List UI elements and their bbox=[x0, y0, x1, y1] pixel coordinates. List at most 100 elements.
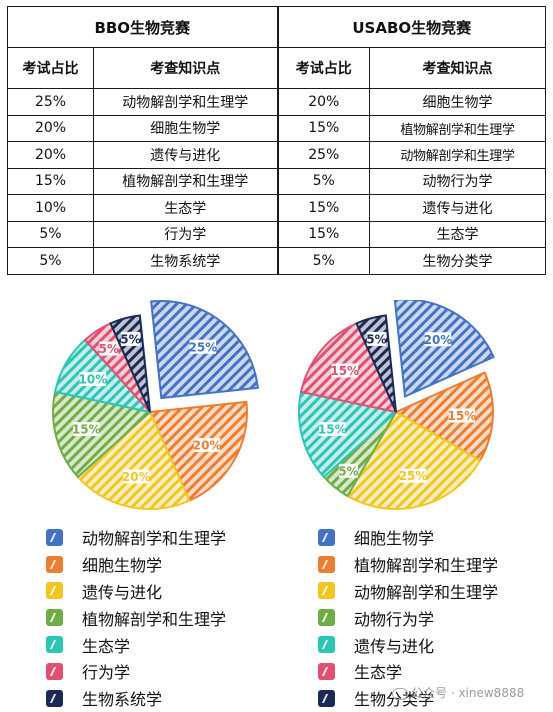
legend-swatch-icon bbox=[46, 609, 63, 627]
bbo-topic-cell: 生态学 bbox=[93, 194, 278, 222]
usabo-topic-cell: 遗传与进化 bbox=[369, 194, 546, 222]
legend-label: 生物分类学 bbox=[354, 690, 435, 710]
legend-item: 遗传与进化 bbox=[46, 578, 226, 605]
table-row: 25% 动物解剖学和生理学 20% 细胞生物学 bbox=[7, 88, 546, 116]
usabo-topic-cell: 植物解剖学和生理学 bbox=[369, 114, 546, 142]
legend-item: 遗传与进化 bbox=[318, 631, 498, 658]
legend-label: 植物解剖学和生理学 bbox=[354, 556, 499, 576]
usabo-topic-header: 考查知识点 bbox=[369, 47, 546, 89]
pie-label-bg bbox=[338, 463, 358, 478]
table-row: 15% 植物解剖学和生理学 5% 动物行为学 bbox=[7, 167, 546, 195]
bbo-pct-cell: 20% bbox=[7, 114, 94, 142]
watermark: 公众号 · xinew8888 bbox=[392, 684, 524, 701]
pie-label-bg bbox=[123, 469, 150, 484]
legend-swatch-icon bbox=[46, 636, 63, 654]
legend-item: 细胞生物学 bbox=[318, 524, 498, 551]
legend-swatch-icon bbox=[318, 528, 335, 546]
pie-data-label: 20% bbox=[122, 470, 151, 484]
pie-label-bg bbox=[319, 422, 346, 437]
pie-slice-sp1ipgen4vmlli1y bbox=[393, 300, 495, 398]
pie-data-label: 15% bbox=[330, 364, 359, 378]
legend-swatch-icon bbox=[318, 689, 335, 707]
legend-swatch-icon bbox=[46, 582, 63, 600]
legend-label: 行为学 bbox=[82, 663, 131, 683]
bbo-pct-cell: 5% bbox=[7, 247, 94, 275]
pie-data-label: 5% bbox=[366, 332, 386, 346]
table-row: 20% 细胞生物学 15% 植物解剖学和生理学 bbox=[7, 114, 546, 142]
bbo-pct-cell: 20% bbox=[7, 141, 94, 169]
legend-label: 遗传与进化 bbox=[82, 582, 163, 602]
pie-data-label: 20% bbox=[193, 438, 222, 452]
legend-label: 动物解剖学和生理学 bbox=[354, 582, 499, 602]
usabo-topic-cell: 动物解剖学和生理学 bbox=[369, 141, 546, 169]
legend-swatch-icon bbox=[318, 636, 335, 654]
table-row: 5% 生物系统学 5% 生物分类学 bbox=[7, 247, 546, 275]
wechat-logo-icon bbox=[392, 687, 408, 700]
legend-item: 生物系统学 bbox=[46, 685, 226, 712]
legend-item: 植物解剖学和生理学 bbox=[46, 604, 226, 631]
legend-item: 动物行为学 bbox=[318, 604, 498, 631]
usabo-legend: 细胞生物学植物解剖学和生理学 动物解剖学和生理学 动物行为学遗传与进化生态学生物分类… bbox=[318, 524, 498, 712]
legend-label: 细胞生物学 bbox=[82, 556, 163, 576]
bbo-topic-cell: 生物系统学 bbox=[93, 247, 278, 275]
bbo-topic-cell: 动物解剖学和生理学 bbox=[93, 88, 278, 116]
pie-label-bg bbox=[193, 437, 221, 452]
legend-label: 生态学 bbox=[354, 663, 403, 683]
usabo-pct-cell: 5% bbox=[276, 247, 370, 275]
pie-data-label: 5% bbox=[120, 332, 140, 346]
legend-swatch-icon bbox=[318, 609, 335, 627]
pie-label-bg bbox=[99, 341, 119, 356]
legend-item: 生态学 bbox=[46, 631, 226, 658]
pie-data-label: 15% bbox=[318, 423, 347, 437]
usabo-pct-cell: 25% bbox=[276, 141, 370, 169]
pie-slice-skr1mllr8jg9ii1ygp8n4vmx2i1y bbox=[52, 390, 153, 479]
legend-label: 动物行为学 bbox=[354, 609, 435, 629]
legend-item: 行为学 bbox=[46, 658, 226, 685]
bbo-pct-cell: 5% bbox=[7, 220, 94, 248]
usabo-topic-cell: 细胞生物学 bbox=[369, 88, 546, 116]
legend-swatch-icon bbox=[46, 689, 63, 707]
legend-swatch-icon bbox=[318, 555, 335, 573]
pie-data-label: 20% bbox=[424, 333, 453, 347]
legend-item: 动物解剖学和生理学 bbox=[318, 578, 498, 605]
pie-slice-sn4vmllg7aol7i1y bbox=[355, 314, 397, 413]
bbo-topic-cell: 细胞生物学 bbox=[93, 114, 278, 142]
pie-label-bg bbox=[366, 331, 386, 346]
legend-swatch-icon bbox=[318, 662, 335, 680]
legend-label: 生物系统学 bbox=[82, 690, 163, 710]
pie-data-label: 10% bbox=[79, 373, 108, 387]
pie-slice-ssiffmoff2sezgeu bbox=[298, 390, 399, 479]
bbo-topic-cell: 植物解剖学和生理学 bbox=[93, 167, 278, 195]
legend-label: 细胞生物学 bbox=[354, 529, 435, 549]
legend-label: 遗传与进化 bbox=[354, 636, 435, 656]
usabo-pct-cell: 15% bbox=[276, 220, 370, 248]
pie-slice-sgbsmllr8jg9ii1ygp8n4vmx2i1y bbox=[346, 410, 482, 510]
pie-label-bg bbox=[120, 331, 140, 346]
legend-item: 动物解剖学和生理学 bbox=[46, 524, 226, 551]
bbo-topic-header: 考查知识点 bbox=[93, 47, 278, 89]
pie-label-bg bbox=[79, 372, 107, 387]
usabo-percent-header: 考试占比 bbox=[276, 47, 370, 89]
bbo-legend: 动物解剖学和生理学细胞生物学遗传与进化 植物解剖学和生理学生态学行为学生物系统学 bbox=[46, 524, 226, 712]
bbo-title: BBO生物竞赛 bbox=[7, 6, 278, 48]
pie-label-bg bbox=[189, 339, 217, 354]
watermark-text: 公众号 · xinew8888 bbox=[411, 686, 525, 700]
legend-item: 植物解剖学和生理学 bbox=[318, 551, 498, 578]
pie-data-label: 25% bbox=[188, 340, 217, 354]
comparison-table: BBO生物竞赛 USABO生物竞赛 考试占比 考查知识点 考试占比 考查知识点 … bbox=[7, 6, 546, 275]
pie-data-label: 15% bbox=[448, 409, 477, 423]
legend-item: 生态学 bbox=[318, 658, 498, 685]
bbo-topic-cell: 行为学 bbox=[93, 220, 278, 248]
legend-swatch-icon bbox=[46, 528, 63, 546]
legend-swatch-icon bbox=[46, 662, 63, 680]
pie-label-bg bbox=[424, 332, 452, 347]
usabo-pie-chart: 20% 15% 25% 5% 15% 15% 5% bbox=[298, 300, 495, 510]
pie-data-label: 25% bbox=[399, 469, 428, 483]
bbo-percent-header: 考试占比 bbox=[7, 47, 94, 89]
legend-label: 生态学 bbox=[82, 636, 131, 656]
bbo-topic-cell: 遗传与进化 bbox=[93, 141, 278, 169]
bbo-pct-cell: 15% bbox=[7, 167, 94, 195]
pie-data-label: 15% bbox=[72, 423, 101, 437]
table-row: 10% 生态学 15% 遗传与进化 bbox=[7, 194, 546, 222]
usabo-pct-cell: 5% bbox=[276, 167, 370, 195]
